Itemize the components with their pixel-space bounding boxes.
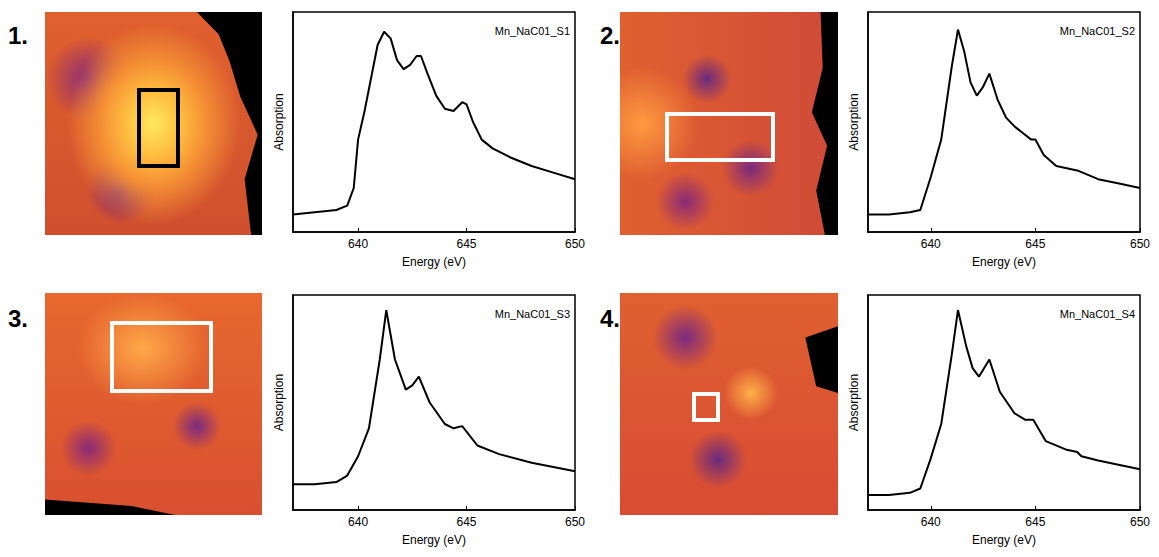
- svg-text:Energy (eV): Energy (eV): [972, 255, 1036, 269]
- svg-text:Energy (eV): Energy (eV): [402, 533, 466, 547]
- svg-text:645: 645: [1025, 515, 1045, 529]
- svg-text:Energy (eV): Energy (eV): [972, 533, 1036, 547]
- svg-text:Energy (eV): Energy (eV): [402, 255, 466, 269]
- html-text:2.: 2.: [600, 22, 620, 49]
- svg-text:650: 650: [1130, 237, 1150, 251]
- svg-text:Mn_NaC01_S1: Mn_NaC01_S1: [495, 25, 570, 37]
- svg-text:Absorption: Absorption: [272, 374, 286, 431]
- html-text:4.: 4.: [600, 305, 620, 332]
- svg-text:650: 650: [565, 237, 585, 251]
- svg-text:640: 640: [348, 237, 368, 251]
- svg-text:640: 640: [921, 515, 941, 529]
- svg-text:Mn_NaC01_S4: Mn_NaC01_S4: [1060, 308, 1135, 320]
- svg-text:640: 640: [348, 515, 368, 529]
- svg-text:Absorption: Absorption: [847, 93, 861, 150]
- svg-text:645: 645: [457, 237, 477, 251]
- svg-text:645: 645: [1025, 237, 1045, 251]
- html-text:1.: 1.: [8, 22, 28, 49]
- svg-text:650: 650: [565, 515, 585, 529]
- svg-text:645: 645: [457, 515, 477, 529]
- svg-text:Absorption: Absorption: [847, 374, 861, 431]
- svg-text:640: 640: [921, 237, 941, 251]
- html-text:3.: 3.: [8, 305, 28, 332]
- svg-text:Absorption: Absorption: [272, 93, 286, 150]
- svg-text:Mn_NaC01_S2: Mn_NaC01_S2: [1060, 25, 1135, 37]
- svg-text:Mn_NaC01_S3: Mn_NaC01_S3: [495, 308, 570, 320]
- svg-text:650: 650: [1130, 515, 1150, 529]
